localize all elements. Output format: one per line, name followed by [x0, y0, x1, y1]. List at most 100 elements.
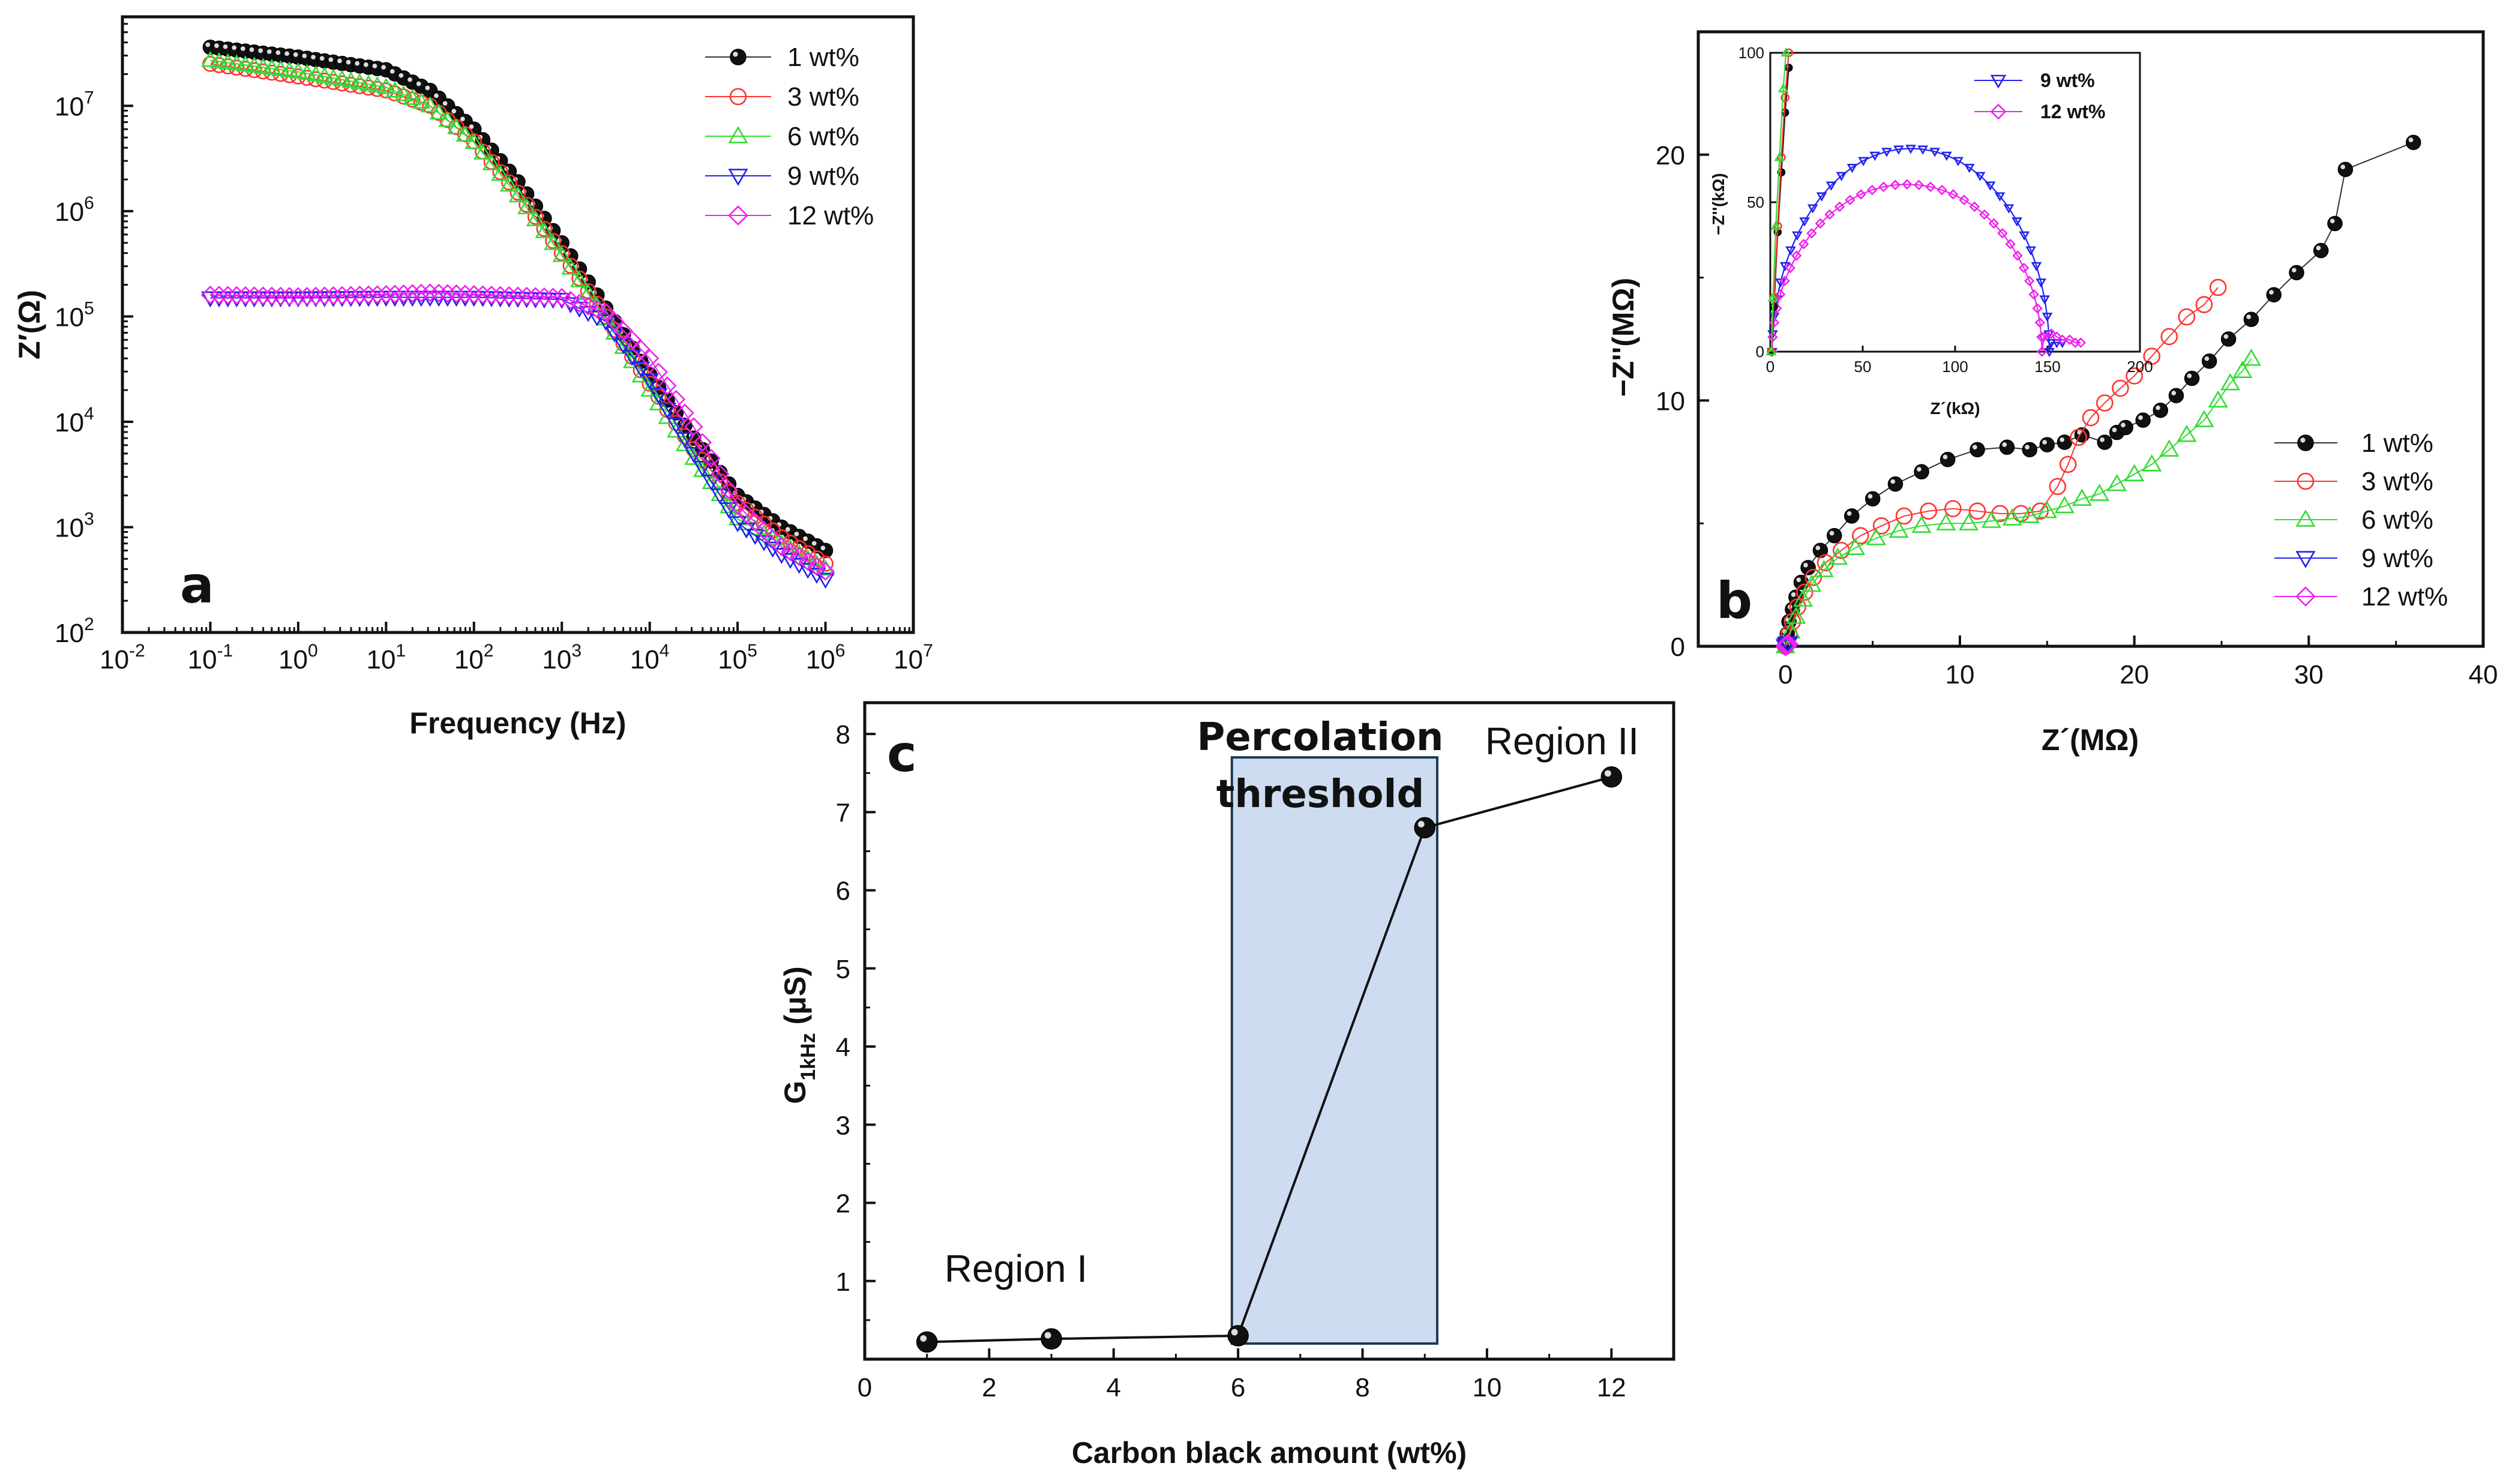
data-point [526, 287, 545, 306]
data-point [666, 389, 686, 409]
inset-data-point [2051, 331, 2063, 342]
data-point [482, 285, 501, 305]
data-point [789, 547, 809, 566]
data-point [2220, 373, 2241, 391]
inset-y-axis-label: −Z''(kΩ) [1709, 173, 1728, 235]
data-point [359, 74, 378, 91]
y-tick-label: 5 [836, 955, 850, 984]
inset-data-point [1792, 231, 1803, 241]
data-point [1827, 547, 1848, 565]
inset-data-point [1791, 250, 1802, 261]
data-point [1786, 606, 1806, 624]
data-point [640, 373, 660, 389]
inset-data-point [1964, 163, 1975, 173]
data-point-highlight [319, 56, 325, 61]
data-point-highlight [372, 64, 377, 68]
data-point [2054, 496, 2075, 514]
inset-x-tick-label: 50 [1854, 358, 1872, 376]
data-point-highlight [346, 59, 351, 65]
inset-data-point [1825, 181, 1837, 191]
data-point-highlight [2171, 391, 2177, 395]
x-tick-label: 6 [1231, 1373, 1245, 1402]
data-point [596, 302, 616, 322]
inset-data-point [1878, 181, 1889, 193]
data-point [236, 55, 255, 72]
inset-data-point [1785, 246, 1796, 256]
data-point-highlight [381, 65, 386, 70]
data-point [429, 103, 448, 120]
inset-data-point [1815, 218, 1826, 229]
data-point [2002, 508, 2022, 526]
data-point [501, 174, 517, 191]
data-point-highlight [311, 55, 316, 60]
panel-b-series [1775, 134, 2421, 656]
inset-data-point [1937, 184, 1947, 196]
data-point [1866, 527, 1887, 545]
data-point [289, 287, 308, 306]
inset-series-line [1771, 148, 2063, 352]
legend-marker [2295, 509, 2316, 527]
data-point [1981, 511, 2001, 528]
data-point [359, 285, 378, 304]
legend-label: 9 wt% [2361, 544, 2433, 573]
data-point [916, 1331, 938, 1353]
data-point-highlight [1867, 494, 1873, 499]
inset-x-tick-label: 200 [2127, 358, 2153, 376]
inset-data-point [1969, 201, 1980, 212]
inset-x-tick-label: 100 [1942, 358, 1968, 376]
data-point [2057, 434, 2073, 450]
inset-data-point [1905, 145, 1916, 154]
x-tick-label-106: 106 [806, 641, 846, 674]
data-point [544, 233, 563, 250]
inset-data-point [1866, 184, 1878, 196]
data-point [1227, 1325, 1249, 1347]
inset-y-tick-label: 0 [1756, 343, 1764, 361]
data-point [262, 286, 281, 305]
data-point [1816, 554, 1834, 572]
data-point [711, 464, 730, 484]
data-point [324, 68, 343, 85]
x-tick-label: 0 [1778, 660, 1792, 689]
data-point [280, 287, 299, 306]
inset-series-6wt [1765, 47, 1792, 356]
data-point-highlight [451, 109, 457, 114]
inset-data-point [1913, 179, 1925, 190]
data-point [499, 175, 518, 192]
data-point [816, 572, 835, 589]
data-point-highlight [1796, 577, 1801, 583]
legend-label: 6 wt% [2361, 505, 2433, 535]
data-point [464, 284, 484, 304]
data-point [315, 286, 334, 305]
data-point [649, 388, 668, 404]
data-point-highlight [2291, 268, 2297, 273]
data-point [631, 361, 651, 378]
x-tick-label: 4 [1107, 1373, 1121, 1402]
data-point [536, 221, 553, 237]
inset-data-point [1774, 152, 1785, 161]
panel-c-series [916, 766, 1623, 1353]
data-point [649, 394, 668, 410]
inset-data-point [1925, 181, 1936, 193]
inset-data-point [1779, 275, 1790, 286]
panel-b-y-axis-label: −Z''(MΩ) [1606, 278, 1640, 397]
x-tick-label: 8 [1355, 1373, 1369, 1402]
data-point [438, 284, 457, 303]
inset-data-point [2036, 278, 2047, 288]
data-point [1889, 520, 1909, 538]
inset-data-point [1869, 151, 1881, 161]
inset-data-point [2012, 250, 2023, 261]
data-point [1844, 508, 1860, 524]
data-point [2037, 500, 2057, 518]
x-tick-label: 10 [1472, 1373, 1501, 1402]
legend-marker [729, 88, 747, 106]
panel-a-series [200, 39, 835, 589]
data-point [596, 314, 615, 331]
data-point [622, 350, 642, 366]
data-point [2220, 331, 2237, 347]
inset-data-point [1836, 172, 1847, 181]
data-point [298, 64, 316, 80]
data-point [368, 76, 387, 92]
data-point [798, 552, 817, 571]
legend-label: 12 wt% [787, 201, 874, 230]
data-point [2208, 390, 2228, 408]
